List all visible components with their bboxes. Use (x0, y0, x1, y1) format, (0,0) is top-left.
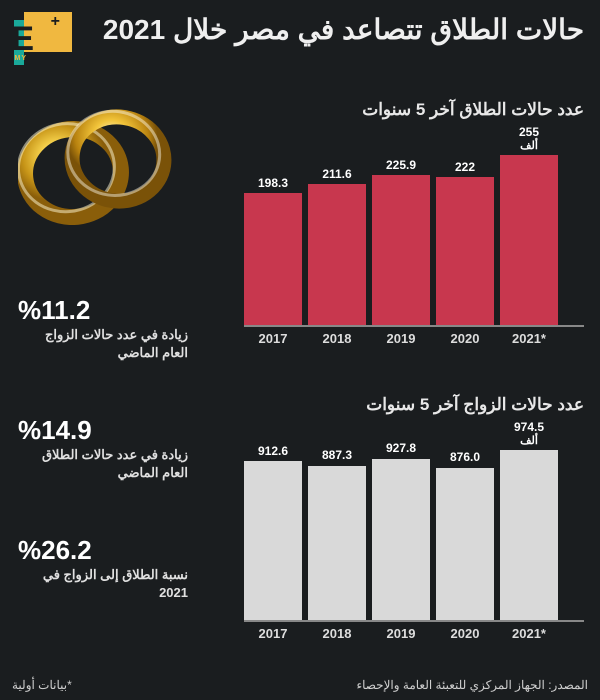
divorce-bar-wrap: 222 (436, 161, 494, 325)
divorce-bar-xlabel: 2019 (372, 331, 430, 346)
marriage-chart-title: عدد حالات الزواج آخر 5 سنوات (244, 395, 584, 415)
stat-value: %11.2 (18, 295, 188, 326)
stat-block: %11.2زيادة في عدد حالات الزواج العام الم… (18, 295, 188, 361)
marriage-bar-value: 927.8 (386, 442, 416, 455)
stat-value: %14.9 (18, 415, 188, 446)
divorce-bar-xlabel: *2021 (500, 331, 558, 346)
divorce-bar-value: 222 (455, 161, 475, 174)
rings-icon (18, 105, 178, 225)
divorce-xlabels: 2017 2018 2019 2020 *2021 (244, 327, 584, 346)
divorce-bar-wrap: 255ألف (500, 126, 558, 325)
stat-block: %26.2نسبة الطلاق إلى الزواج في 2021 (18, 535, 188, 601)
stat-label: زيادة في عدد حالات الزواج العام الماضي (18, 326, 188, 361)
svg-text:ECONOMY: ECONOMY (14, 55, 27, 62)
divorce-chart: عدد حالات الطلاق آخر 5 سنوات 198.3 211.6 2… (244, 100, 584, 346)
marriage-bar (436, 468, 494, 621)
logo-icon: E + ECONOMY (14, 12, 74, 67)
divorce-bar-wrap: 225.9 (372, 159, 430, 326)
divorce-bar-xlabel: 2017 (244, 331, 302, 346)
marriage-bar-xlabel: *2021 (500, 626, 558, 641)
marriage-bar-value: 912.6 (258, 445, 288, 458)
footer: المصدر: الجهاز المركزي للتعبئة العامة وا… (12, 678, 588, 692)
marriage-bar-wrap: 887.3 (308, 449, 366, 620)
stat-value: %26.2 (18, 535, 188, 566)
marriage-chart: عدد حالات الزواج آخر 5 سنوات 912.6887.39… (244, 395, 584, 641)
marriage-bar (500, 450, 558, 620)
svg-text:+: + (51, 13, 60, 30)
marriage-bar-value: 887.3 (322, 449, 352, 462)
page-title: حالات الطلاق تتصاعد في مصر خلال 2021 (85, 12, 584, 47)
stat-label: نسبة الطلاق إلى الزواج في 2021 (18, 566, 188, 601)
divorce-bar-value: 255ألف (519, 126, 539, 152)
marriage-bar-wrap: 974.5ألف (500, 421, 558, 620)
marriage-bars: 912.6 887.3 927.8 876.0 974.5ألف (244, 421, 584, 620)
divorce-bar-wrap: 198.3 (244, 177, 302, 325)
marriage-bar-xlabel: 2020 (436, 626, 494, 641)
stat-block: %14.9زيادة في عدد حالات الطلاق العام الم… (18, 415, 188, 481)
stat-label: زيادة في عدد حالات الطلاق العام الماضي (18, 446, 188, 481)
divorce-bar (244, 193, 302, 325)
divorce-bar-value: 198.3 (258, 177, 288, 190)
divorce-chart-title: عدد حالات الطلاق آخر 5 سنوات (244, 100, 584, 120)
divorce-bar-wrap: 211.6 (308, 168, 366, 325)
divorce-bar-value: 225.9 (386, 159, 416, 172)
divorce-bar-value: 211.6 (322, 168, 351, 181)
logo: E + ECONOMY (14, 12, 74, 67)
marriage-bar-value: 876.0 (450, 451, 480, 464)
marriage-bar-wrap: 912.6 (244, 445, 302, 620)
marriage-bar-wrap: 876.0 (436, 451, 494, 620)
divorce-bars: 198.3 211.6 225.9 222 255ألف (244, 126, 584, 325)
marriage-bar-xlabel: 2018 (308, 626, 366, 641)
divorce-bar-xlabel: 2020 (436, 331, 494, 346)
marriage-bar (372, 459, 430, 621)
divorce-bar (436, 177, 494, 325)
footer-note: *بيانات أولية (12, 678, 72, 692)
marriage-bar-xlabel: 2019 (372, 626, 430, 641)
divorce-bar (372, 175, 430, 326)
marriage-bar (308, 466, 366, 621)
divorce-bar (500, 155, 558, 325)
marriage-xlabels: 2017 2018 2019 2020 *2021 (244, 622, 584, 641)
marriage-bar-value: 974.5ألف (514, 421, 544, 447)
marriage-bar-wrap: 927.8 (372, 442, 430, 620)
marriage-bar (244, 461, 302, 620)
footer-source: المصدر: الجهاز المركزي للتعبئة العامة وا… (356, 678, 588, 692)
marriage-bar-xlabel: 2017 (244, 626, 302, 641)
divorce-bar (308, 184, 366, 325)
divorce-bar-xlabel: 2018 (308, 331, 366, 346)
